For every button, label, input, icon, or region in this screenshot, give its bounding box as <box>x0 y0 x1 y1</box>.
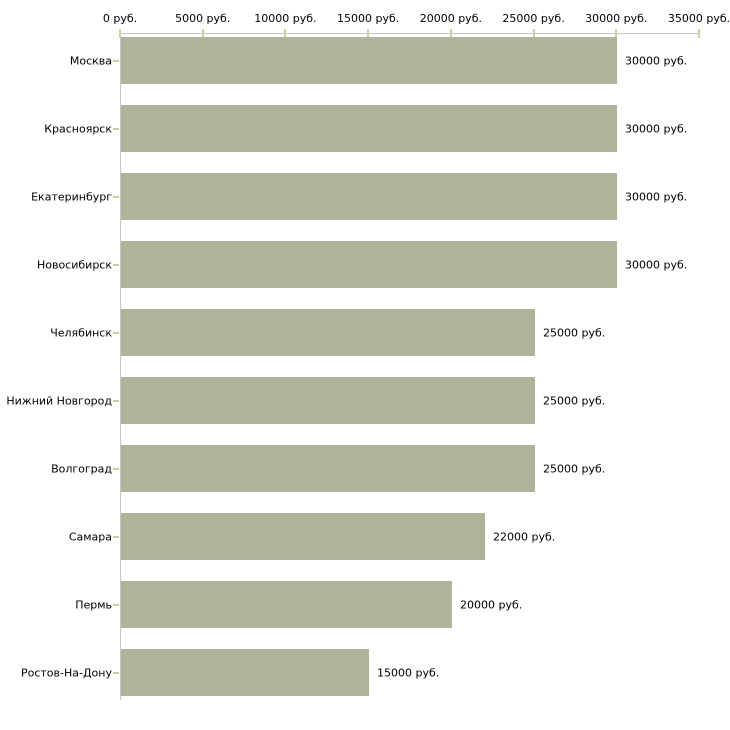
x-axis-tick-label: 25000 руб. <box>502 12 565 25</box>
value-label: 30000 руб. <box>625 54 688 67</box>
x-axis-tick <box>201 29 204 38</box>
category-label: Челябинск <box>50 326 112 339</box>
y-axis-tick <box>113 263 119 266</box>
x-axis-tick-label: 20000 руб. <box>419 12 482 25</box>
x-axis-tick-label: 35000 руб. <box>667 12 730 25</box>
category-label: Пермь <box>75 598 112 611</box>
category-label: Ростов-На-Дону <box>20 666 112 679</box>
y-axis-tick <box>113 603 119 606</box>
x-axis-tick <box>367 29 370 38</box>
category-label: Москва <box>69 54 112 67</box>
x-axis-line <box>120 33 700 34</box>
y-axis-line <box>120 33 121 700</box>
bar <box>121 513 485 560</box>
value-label: 30000 руб. <box>625 258 688 271</box>
value-label: 30000 руб. <box>625 122 688 135</box>
y-axis-tick <box>113 59 119 62</box>
y-axis-tick <box>113 467 119 470</box>
x-axis-tick-label: 5000 руб. <box>175 12 231 25</box>
category-label: Волгоград <box>51 462 112 475</box>
value-label: 20000 руб. <box>460 598 523 611</box>
x-axis-tick <box>615 29 618 38</box>
bar <box>121 105 617 152</box>
bar <box>121 241 617 288</box>
y-axis-tick <box>113 671 119 674</box>
bar <box>121 173 617 220</box>
category-label: Самара <box>68 530 112 543</box>
bar <box>121 445 535 492</box>
x-axis-tick-label: 0 руб. <box>102 12 138 25</box>
x-axis-tick-label: 30000 руб. <box>585 12 648 25</box>
value-label: 25000 руб. <box>543 462 606 475</box>
value-label: 30000 руб. <box>625 190 688 203</box>
y-axis-tick <box>113 399 119 402</box>
bar <box>121 649 369 696</box>
value-label: 15000 руб. <box>377 666 440 679</box>
bar <box>121 309 535 356</box>
bar <box>121 37 617 84</box>
x-axis-tick <box>284 29 287 38</box>
x-axis-tick <box>532 29 535 38</box>
value-label: 22000 руб. <box>493 530 556 543</box>
y-axis-tick <box>113 127 119 130</box>
x-axis-tick <box>119 29 121 38</box>
bar <box>121 377 535 424</box>
value-label: 25000 руб. <box>543 326 606 339</box>
category-label: Нижний Новгород <box>6 394 112 407</box>
category-label: Красноярск <box>44 122 112 135</box>
bar <box>121 581 452 628</box>
x-axis-tick <box>698 29 700 38</box>
y-axis-tick <box>113 331 119 334</box>
y-axis-tick <box>113 195 119 198</box>
value-label: 25000 руб. <box>543 394 606 407</box>
y-axis-tick <box>113 535 119 538</box>
category-label: Новосибирск <box>36 258 112 271</box>
x-axis-tick-label: 15000 руб. <box>337 12 400 25</box>
x-axis-tick-label: 10000 руб. <box>254 12 317 25</box>
x-axis-tick <box>449 29 452 38</box>
category-label: Екатеринбург <box>31 190 112 203</box>
